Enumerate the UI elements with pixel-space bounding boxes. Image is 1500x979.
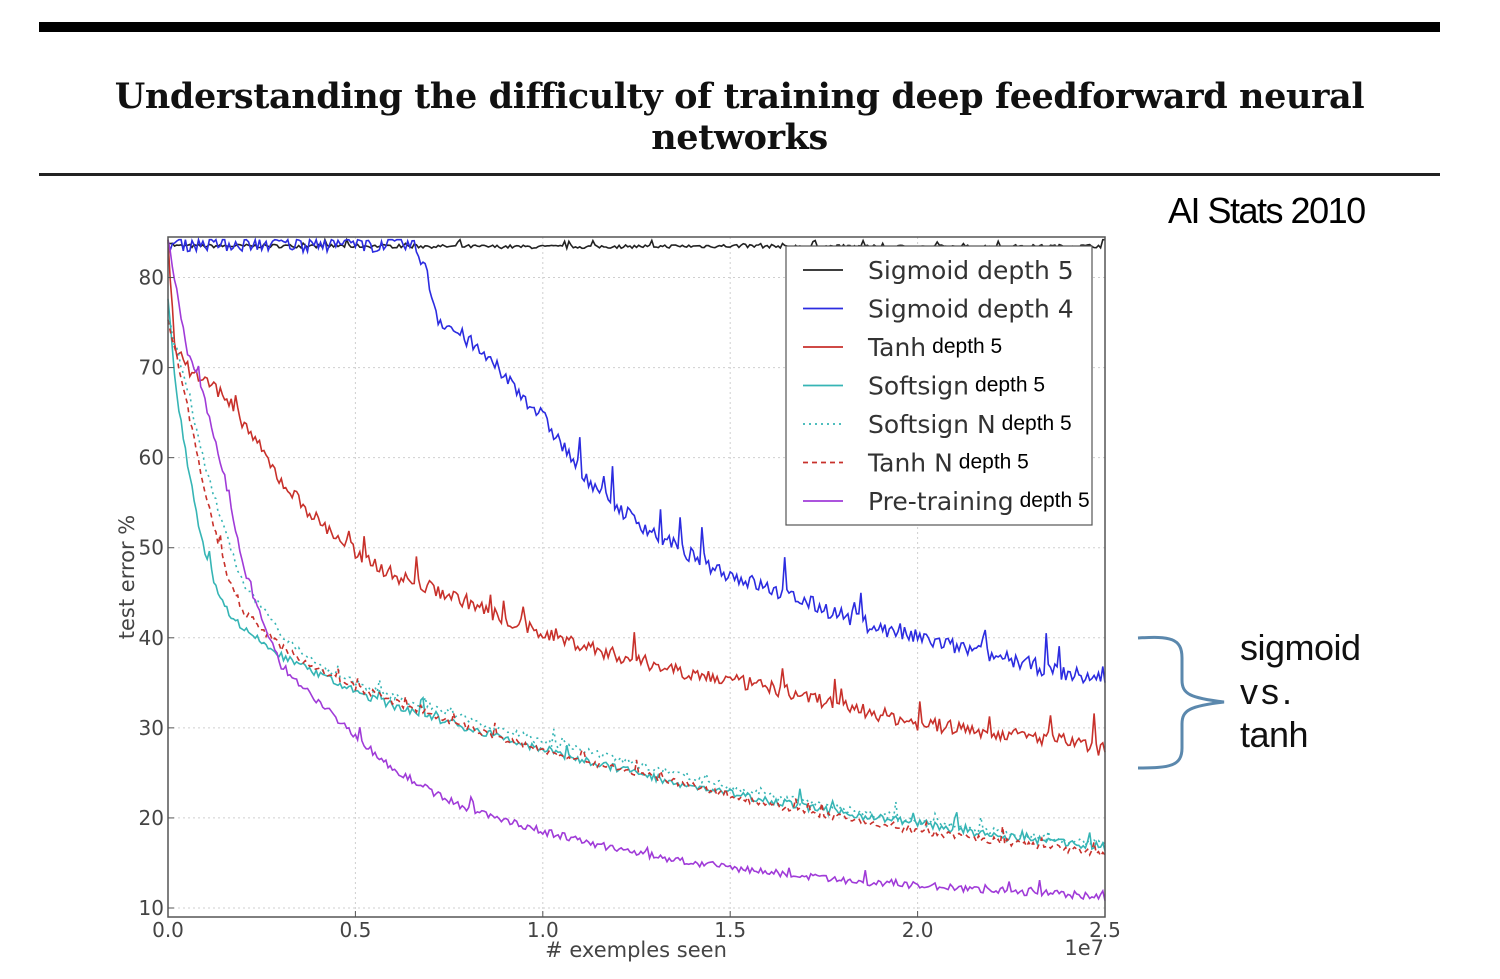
y-tick-label: 70 bbox=[139, 356, 164, 380]
bracket-annotation bbox=[1137, 635, 1225, 770]
x-tick-label: 1.0 bbox=[527, 918, 559, 942]
paper-title: Understanding the difficulty of training… bbox=[114, 76, 1365, 158]
legend-depth-label: depth 5 bbox=[959, 451, 1029, 474]
legend-depth-label: depth 5 bbox=[1020, 489, 1090, 512]
series-line bbox=[167, 319, 1106, 858]
legend: Sigmoid depth 5 Sigmoid depth 4 Tanh depth … bbox=[785, 245, 1093, 526]
x-tick-label: 0.0 bbox=[152, 918, 184, 942]
x-tick-label: 2.0 bbox=[902, 918, 934, 942]
legend-depth-label: depth 5 bbox=[932, 335, 1002, 358]
annotation-vs: vs. bbox=[1240, 671, 1296, 712]
legend-label: Pre-training bbox=[868, 487, 1014, 516]
legend-label: Sigmoid depth 5 bbox=[868, 256, 1074, 285]
legend-label: Softsign bbox=[868, 372, 969, 401]
legend-label: Tanh N bbox=[867, 449, 953, 478]
legend-label: Tanh bbox=[867, 333, 926, 362]
axis-ticks: 0.0 0.5 1.0 1.5 2.0 2.5 10 20 30 40 50 60 70 80 bbox=[139, 266, 1121, 942]
y-tick-label: 20 bbox=[139, 806, 164, 830]
x-tick-label: 1.5 bbox=[714, 918, 746, 942]
y-tick-label: 30 bbox=[139, 716, 164, 740]
plot-frame bbox=[167, 236, 1106, 918]
y-tick-label: 50 bbox=[139, 536, 164, 560]
series-line bbox=[167, 239, 1106, 756]
series-line bbox=[167, 298, 1106, 851]
legend-label: Softsign N bbox=[868, 410, 996, 439]
y-tick-label: 10 bbox=[139, 896, 164, 920]
x-tick-label: 0.5 bbox=[339, 918, 371, 942]
x-tick-label: 2.5 bbox=[1089, 918, 1121, 942]
series-layer bbox=[167, 236, 1106, 901]
legend-label: Sigmoid depth 4 bbox=[868, 295, 1074, 324]
y-tick-label: 80 bbox=[139, 266, 164, 290]
legend-depth-label: depth 5 bbox=[975, 374, 1045, 397]
y-axis-label: test error % bbox=[115, 515, 139, 639]
y-tick-label: 60 bbox=[139, 446, 164, 470]
series-line bbox=[167, 236, 1106, 685]
x-axis-label: # exemples seen bbox=[545, 938, 727, 962]
legend-depth-label: depth 5 bbox=[1002, 412, 1072, 435]
annotation-sigmoid: sigmoid bbox=[1240, 627, 1361, 668]
series-line bbox=[167, 239, 1106, 901]
x-axis-scale-label: 1e7 bbox=[1064, 936, 1104, 960]
annotation-tanh: tanh bbox=[1240, 714, 1309, 755]
venue-label: AI Stats 2010 bbox=[1168, 190, 1366, 231]
title-rule bbox=[39, 173, 1440, 176]
top-rule bbox=[39, 22, 1440, 32]
y-tick-label: 40 bbox=[139, 626, 164, 650]
